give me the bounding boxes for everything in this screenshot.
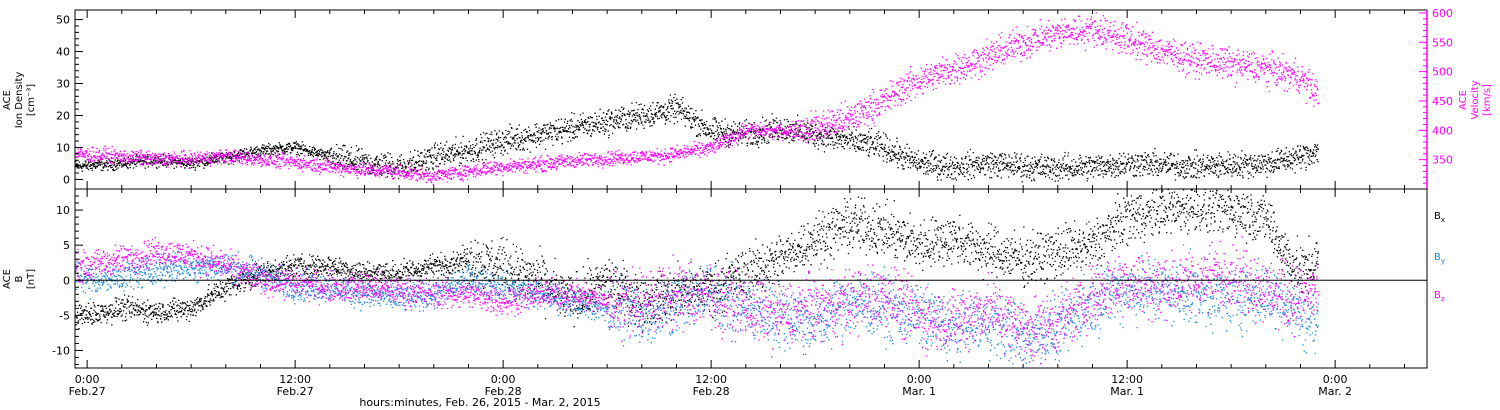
- series-black-0: [75, 93, 1319, 183]
- label-sub: x: [1441, 216, 1445, 224]
- label-main: B: [1434, 252, 1441, 263]
- x-tick-date: Mar. 2: [1318, 385, 1352, 398]
- x-tick-date: Mar. 1: [902, 385, 936, 398]
- series-Bz: [75, 236, 1319, 365]
- y2-tick-label: 400: [1432, 124, 1453, 137]
- b-axis-label: ACEB[nT]: [2, 269, 37, 289]
- y-axis-label-line: [cm⁻³]: [26, 84, 37, 116]
- label-Bx: Bx: [1434, 211, 1445, 224]
- y2-tick-label: 550: [1432, 36, 1453, 49]
- x-tick-date: Feb.28: [485, 385, 522, 398]
- x-axis-label: hours:minutes, Feb. 26, 2015 - Mar. 2, 2…: [359, 396, 600, 409]
- y2-axis-label-line: Velocity: [1470, 80, 1481, 119]
- y-tick-label: 20: [56, 109, 70, 122]
- bottom-panel-frame: [74, 188, 1428, 369]
- data-points-black: [75, 93, 1319, 183]
- y-tick-label: 0: [63, 274, 70, 287]
- b-axis-label-line: [nT]: [26, 269, 37, 289]
- x-tick-time: 0:00: [75, 373, 100, 386]
- x-tick-time: 12:00: [279, 373, 311, 386]
- y-tick-label: 5: [63, 239, 70, 252]
- bottom-panel-data: [75, 188, 1319, 365]
- y2-tick-label: 500: [1432, 66, 1453, 79]
- x-tick-time: 12:00: [1111, 373, 1143, 386]
- label-sub: y: [1441, 257, 1445, 265]
- data-points-magenta: [75, 12, 1319, 186]
- x-tick-date: Feb.28: [693, 385, 730, 398]
- label-main: B: [1434, 211, 1441, 222]
- x-tick-time: 12:00: [695, 373, 727, 386]
- series-Bx: [75, 188, 1319, 333]
- y-tick-label: 0: [63, 173, 70, 186]
- data-points-Bz: [75, 236, 1319, 365]
- data-points-Bx: [75, 188, 1319, 333]
- y2-axis-label-line: ACE: [1458, 90, 1469, 110]
- y2-tick-label: 600: [1432, 7, 1453, 20]
- top-panel-data: [75, 12, 1319, 186]
- x-tick-date: Feb.27: [69, 385, 106, 398]
- series-magenta-1: [75, 12, 1319, 186]
- y-tick-label: -10: [52, 344, 70, 357]
- label-By: By: [1434, 252, 1445, 265]
- y-axis-label-line: ACE: [2, 90, 13, 110]
- y-tick-label: 30: [56, 78, 70, 91]
- b-axis-label-line: ACE: [2, 269, 13, 289]
- x-tick-time: 0:00: [907, 373, 932, 386]
- y-tick-label: 50: [56, 14, 70, 27]
- y2-axis-label-line: [km/s]: [1482, 84, 1493, 116]
- y2-tick-label: 350: [1432, 154, 1453, 167]
- y-axis-label: ACEIon Density[cm⁻³]: [2, 72, 37, 129]
- x-tick-time: 0:00: [1323, 373, 1348, 386]
- y-tick-label: -5: [59, 309, 70, 322]
- y-tick-label: 10: [56, 204, 70, 217]
- label-Bz: Bz: [1434, 290, 1445, 303]
- y-axis-label-line: Ion Density: [14, 72, 25, 129]
- y2-axis-label: ACEVelocity[km/s]: [1458, 80, 1493, 119]
- y-tick-label: 40: [56, 46, 70, 59]
- label-main: B: [1434, 290, 1441, 301]
- x-tick-time: 0:00: [491, 373, 516, 386]
- time-axis: 0:00Feb.2712:00Feb.270:00Feb.2812:00Feb.…: [69, 10, 1405, 409]
- label-sub: z: [1441, 295, 1445, 303]
- y2-tick-label: 450: [1432, 95, 1453, 108]
- y-tick-label: 10: [56, 141, 70, 154]
- x-tick-date: Feb.27: [277, 385, 314, 398]
- b-axis-label-line: B: [14, 275, 25, 282]
- x-tick-date: Mar. 1: [1110, 385, 1144, 398]
